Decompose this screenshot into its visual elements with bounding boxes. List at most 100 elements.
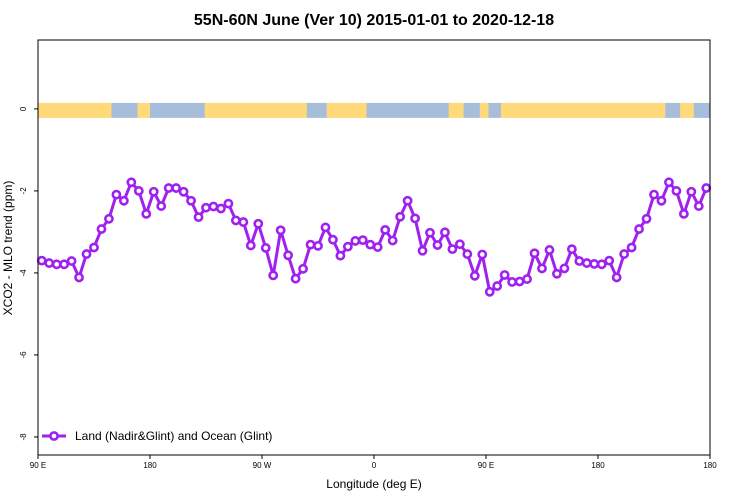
data-point: [216, 203, 226, 214]
data-point: [671, 186, 682, 196]
data-point: [387, 235, 398, 246]
data-point: [148, 186, 159, 197]
data-point: [208, 201, 219, 212]
data-point: [74, 272, 84, 283]
x-axis-label: Longitude (deg E): [326, 477, 421, 491]
strip-segment-ocean: [693, 102, 711, 118]
data-point: [328, 234, 338, 245]
strip-segment-land: [204, 102, 308, 118]
data-point: [305, 239, 316, 250]
y-axis-label: XCO2 - MLO trend (ppm): [1, 181, 15, 316]
data-point: [604, 255, 615, 266]
data-point: [678, 208, 689, 219]
data-point: [163, 183, 174, 193]
data-point: [342, 241, 353, 252]
legend: Land (Nadir&Glint) and Ocean (Glint): [42, 429, 272, 443]
chart-title: 55N-60N June (Ver 10) 2015-01-01 to 2020…: [194, 12, 554, 29]
data-point: [313, 240, 323, 251]
data-point: [357, 235, 368, 246]
data-point: [492, 281, 503, 291]
data-point: [454, 239, 465, 250]
x-tick-label: 180: [591, 461, 605, 470]
y-axis: 0 -2 -4 -6 -8: [19, 106, 38, 441]
strip-segment-ocean: [488, 102, 502, 118]
x-tick-label: 90 E: [478, 461, 494, 470]
surface-strip: [38, 102, 711, 118]
strip-segment-land: [137, 102, 151, 118]
data-point: [335, 250, 346, 261]
data-point: [253, 218, 264, 229]
strip-segment-ocean: [665, 102, 681, 118]
strip-segment-land: [479, 102, 489, 118]
data-point: [350, 236, 361, 246]
data-point: [581, 258, 592, 268]
x-tick-label: 0: [372, 461, 377, 470]
y-tick-label: 0: [19, 106, 28, 111]
data-point: [514, 276, 525, 287]
data-point: [89, 242, 99, 253]
series-group: [36, 177, 712, 297]
data-point: [201, 202, 211, 213]
data-point: [693, 201, 704, 211]
data-point: [238, 217, 249, 227]
data-point: [186, 195, 196, 206]
legend-marker: [49, 431, 59, 441]
data-point: [380, 224, 391, 235]
data-point: [484, 286, 495, 297]
data-point: [701, 183, 712, 193]
data-point: [664, 177, 674, 188]
data-point: [447, 244, 458, 255]
data-point: [283, 250, 294, 261]
data-point: [66, 256, 77, 266]
x-tick-label: 90 E: [30, 461, 46, 470]
data-point: [365, 239, 376, 250]
data-point: [611, 272, 622, 283]
strip-segment-land: [500, 102, 666, 118]
data-point: [544, 245, 555, 255]
strip-segment-land: [326, 102, 368, 118]
data-point: [425, 227, 435, 238]
data-point: [649, 189, 659, 200]
strip-segment-land: [448, 102, 465, 118]
data-point: [619, 249, 630, 259]
data-point: [36, 255, 47, 266]
data-point: [111, 189, 122, 200]
data-point: [193, 212, 204, 223]
data-point: [440, 227, 450, 238]
data-point: [469, 270, 480, 281]
x-tick-label: 180: [703, 461, 717, 470]
data-point: [686, 186, 697, 197]
data-point: [589, 259, 600, 269]
data-point: [96, 224, 107, 234]
data-point: [410, 213, 420, 224]
data-point: [126, 177, 137, 188]
data-point: [245, 240, 256, 251]
data-point: [81, 249, 92, 259]
data-point: [141, 208, 152, 219]
strip-segment-ocean: [150, 102, 206, 118]
data-point: [230, 215, 241, 226]
data-point: [320, 222, 331, 233]
data-point: [178, 186, 189, 197]
data-point: [156, 201, 167, 211]
data-point: [275, 225, 286, 236]
data-point: [529, 248, 540, 259]
data-point: [268, 270, 279, 281]
data-point: [260, 243, 271, 253]
x-axis: 90 E 180 90 W 0 90 E 180 180: [30, 455, 717, 470]
data-point: [566, 244, 577, 255]
data-point: [171, 183, 182, 193]
data-point: [118, 195, 129, 206]
x-tick-label: 180: [143, 461, 157, 470]
x-tick-label: 90 W: [253, 461, 272, 470]
y-tick-label: -2: [19, 187, 28, 195]
data-point: [223, 198, 234, 209]
strip-segment-land: [38, 102, 112, 118]
data-point: [507, 277, 518, 287]
data-point: [626, 242, 637, 253]
data-point: [574, 256, 585, 266]
data-point: [432, 240, 443, 250]
data-point: [641, 213, 652, 224]
data-point: [298, 263, 308, 274]
